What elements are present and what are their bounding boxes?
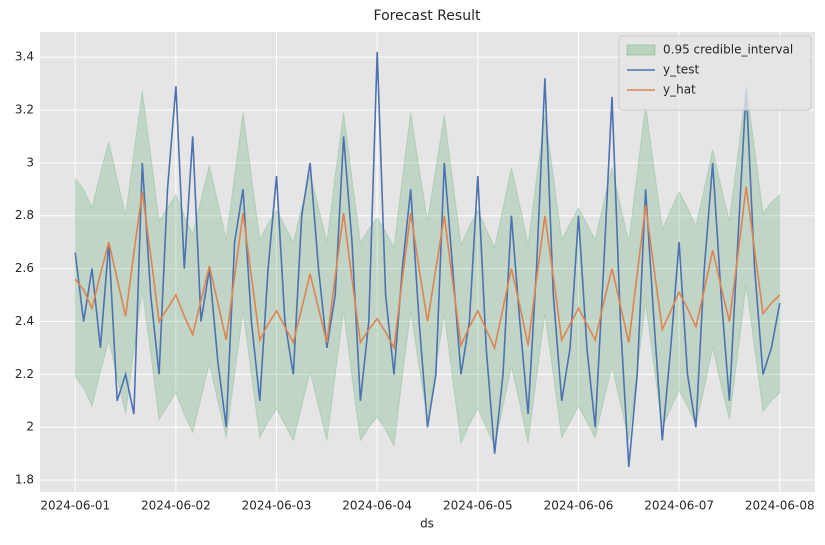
y-tick-label: 3 bbox=[26, 155, 34, 169]
y-tick-label: 2.6 bbox=[15, 261, 34, 275]
legend-box bbox=[618, 35, 812, 111]
chart-title: Forecast Result bbox=[374, 8, 481, 24]
series-line bbox=[74, 51, 781, 467]
x-tick-label: 2024-06-01 bbox=[40, 499, 110, 513]
legend-label: 0.95 credible_interval bbox=[663, 43, 793, 57]
y-tick-label: 2.4 bbox=[15, 314, 34, 328]
y-tick-label: 2.8 bbox=[15, 208, 34, 222]
series-line bbox=[74, 186, 781, 351]
legend-label: y_hat bbox=[663, 83, 696, 97]
legend-swatch bbox=[626, 44, 656, 56]
x-tick-label: 2024-06-05 bbox=[443, 499, 513, 513]
y-tick-label: 3.4 bbox=[15, 50, 34, 64]
x-tick-label: 2024-06-07 bbox=[644, 499, 714, 513]
x-tick-label: 2024-06-04 bbox=[342, 499, 412, 513]
y-tick-label: 1.8 bbox=[15, 473, 34, 487]
x-tick-label: 2024-06-03 bbox=[242, 499, 312, 513]
y-tick-label: 3.2 bbox=[15, 102, 34, 116]
credible-band bbox=[74, 86, 781, 448]
x-tick-label: 2024-06-06 bbox=[544, 499, 614, 513]
x-tick-label: 2024-06-02 bbox=[141, 499, 211, 513]
y-tick-label: 2 bbox=[26, 420, 34, 434]
x-tick-label: 2024-06-08 bbox=[745, 499, 815, 513]
legend-label: y_test bbox=[663, 63, 699, 77]
y-tick-label: 2.2 bbox=[15, 367, 34, 381]
x-axis-label: ds bbox=[420, 517, 434, 531]
